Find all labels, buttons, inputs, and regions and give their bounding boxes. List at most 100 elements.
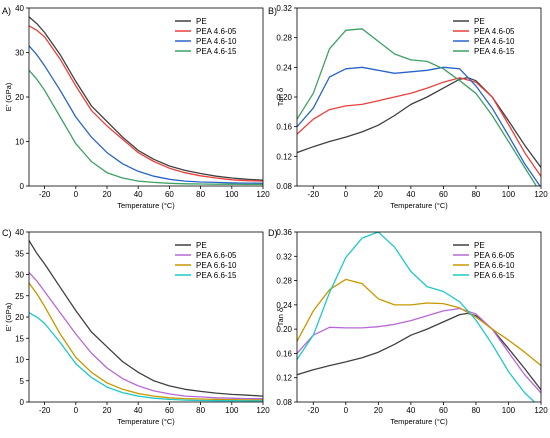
y-tick-label: 40: [15, 4, 24, 13]
x-tick-label: 80: [196, 190, 205, 199]
legend-label: PEA 4.6-05: [474, 27, 515, 36]
y-tick-label: 0.24: [276, 301, 292, 310]
y-tick-label: 25: [15, 292, 24, 301]
y-tick-label: 0.36: [276, 228, 292, 237]
y-tick-label: 0.16: [276, 349, 292, 358]
series-line-4: [29, 69, 263, 186]
x-axis-label: Temperature (°C): [390, 201, 448, 210]
x-axis-label: Temperature (°C): [117, 417, 175, 426]
chart-panel-3: C) -20 0 20 40 60 80 100 120 0 5 10 15 20 25 30 35 40 Temp…: [2, 228, 270, 426]
x-axis-label: Temperature (°C): [390, 417, 448, 426]
panel-label: D): [268, 228, 278, 238]
y-tick-label: 0.20: [276, 93, 292, 102]
series-line-3: [297, 66, 541, 186]
y-axis-label: E' (GPa): [4, 82, 13, 111]
y-tick-label: 20: [15, 93, 24, 102]
series-line-2: [29, 25, 263, 182]
series-line-3: [29, 282, 263, 401]
x-tick-label: 80: [471, 406, 480, 415]
series-line-4: [29, 312, 263, 402]
legend-label: PE: [196, 241, 207, 250]
y-tick-label: 0.08: [276, 398, 292, 407]
series-line-4: [297, 28, 538, 186]
x-tick-label: -20: [307, 406, 319, 415]
x-tick-label: 40: [406, 406, 415, 415]
chart-panel-1: A) -20 0 20 40 60 80 100 120 0 10 20 30 40 Temperature…: [2, 4, 270, 210]
series-line-4: [297, 232, 536, 402]
legend-label: PEA 4.6-15: [474, 47, 515, 56]
x-tick-label: 120: [534, 406, 548, 415]
series-line-1: [297, 312, 541, 391]
y-tick-label: 0.12: [276, 152, 292, 161]
series-line-2: [297, 77, 541, 177]
x-tick-label: 20: [103, 406, 112, 415]
legend-label: PEA 4.6-15: [196, 47, 237, 56]
x-tick-label: 40: [134, 190, 143, 199]
legend-label: PEA 4.6-10: [474, 37, 515, 46]
plot-frame: [296, 231, 542, 403]
y-tick-label: 0.20: [276, 325, 292, 334]
y-tick-label: 0.24: [276, 63, 292, 72]
legend-label: PEA 6.6-15: [474, 271, 515, 280]
y-tick-label: 0.16: [276, 123, 292, 132]
series-line-1: [29, 240, 263, 397]
x-tick-label: 60: [165, 190, 174, 199]
legend-label: PEA 6.6-05: [196, 251, 237, 260]
x-tick-label: 40: [406, 190, 415, 199]
legend-label: PE: [196, 17, 207, 26]
series-line-2: [297, 307, 541, 394]
y-axis-label: Tan δ: [276, 308, 285, 326]
legend-label: PE: [474, 241, 485, 250]
x-tick-label: 40: [134, 406, 143, 415]
legend-label: PE: [474, 17, 485, 26]
y-tick-label: 40: [15, 228, 24, 237]
y-tick-label: 0.28: [276, 277, 292, 286]
y-tick-label: 20: [15, 313, 24, 322]
y-tick-label: 0.32: [276, 252, 292, 261]
legend-label: PEA 6.6-05: [474, 251, 515, 260]
y-tick-label: 0.08: [276, 182, 292, 191]
y-tick-label: 0.32: [276, 4, 292, 13]
x-axis-label: Temperature (°C): [117, 201, 175, 210]
panel-label: C): [2, 228, 12, 238]
x-tick-label: 80: [471, 190, 480, 199]
series-line-3: [29, 45, 263, 184]
panel-label: B): [268, 6, 277, 16]
x-tick-label: 120: [256, 190, 270, 199]
x-tick-label: 60: [165, 406, 174, 415]
y-tick-label: 15: [15, 334, 24, 343]
x-tick-label: 100: [502, 406, 516, 415]
y-tick-label: 5: [20, 377, 25, 386]
series-line-3: [297, 278, 541, 367]
y-tick-label: 30: [15, 49, 24, 58]
panel-label: A): [2, 6, 11, 16]
legend-label: PEA 6.6-10: [196, 261, 237, 270]
x-tick-label: 0: [74, 406, 79, 415]
chart-panel-2: B) -20 0 20 40 60 80 100 120 0.08 0.12 0.16 0.20 0.24…: [268, 4, 548, 210]
x-tick-label: 0: [74, 190, 79, 199]
y-axis-label: Tan δ: [276, 88, 285, 106]
x-tick-label: 100: [225, 406, 239, 415]
legend-label: PEA 4.6-10: [196, 37, 237, 46]
chart-panel-4: D) -20 0 20 40 60 80 100 120 0.08 0.12 0.16 0.20 0.24…: [268, 228, 548, 426]
y-tick-label: 10: [15, 356, 24, 365]
y-tick-label: 0.28: [276, 34, 292, 43]
x-tick-label: 20: [374, 190, 383, 199]
series-line-1: [29, 16, 263, 181]
x-tick-label: -20: [39, 190, 51, 199]
x-tick-label: 20: [103, 190, 112, 199]
legend-label: PEA 4.6-05: [196, 27, 237, 36]
x-tick-label: 100: [502, 190, 516, 199]
y-tick-label: 0: [20, 398, 25, 407]
x-tick-label: 0: [344, 406, 349, 415]
y-tick-label: 0.12: [276, 374, 292, 383]
y-tick-label: 30: [15, 271, 24, 280]
y-axis-label: E' (GPa): [4, 302, 13, 331]
x-tick-label: 0: [344, 190, 349, 199]
y-tick-label: 10: [15, 138, 24, 147]
legend-label: PEA 6.6-15: [196, 271, 237, 280]
x-tick-label: 100: [225, 190, 239, 199]
x-tick-label: 20: [374, 406, 383, 415]
y-tick-label: 35: [15, 249, 24, 258]
